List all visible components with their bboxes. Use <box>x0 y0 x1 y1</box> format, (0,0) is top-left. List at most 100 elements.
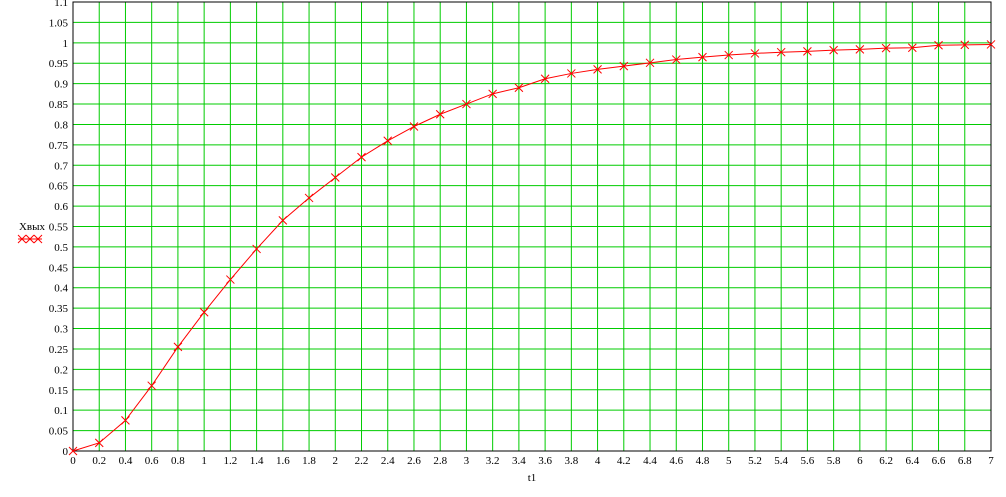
data-point-marker <box>514 83 524 93</box>
x-tick-label: 5.2 <box>748 455 762 467</box>
data-point-marker <box>698 52 707 62</box>
y-tick-label: 0.65 <box>49 181 69 193</box>
y-tick-label: 0 <box>63 446 69 458</box>
data-point-marker <box>645 58 655 68</box>
y-tick-label: 0.05 <box>49 426 69 438</box>
x-tick-label: 0.6 <box>145 455 159 467</box>
x-tick-label: 3.8 <box>564 455 578 467</box>
x-tick-label: 2.2 <box>355 455 369 467</box>
y-tick-label: 1.05 <box>49 17 69 29</box>
y-tick-label: 0.45 <box>49 262 69 274</box>
data-point-marker <box>199 307 209 317</box>
y-tick-label: 0.35 <box>49 303 69 315</box>
series-layer <box>68 40 996 456</box>
y-tick-label: 0.1 <box>54 405 68 417</box>
x-tick-label: 3.6 <box>538 455 552 467</box>
x-tick-label: 7 <box>988 455 994 467</box>
x-tick-label: 2.6 <box>407 455 421 467</box>
x-tick-label: 4.2 <box>617 455 631 467</box>
data-point-marker <box>776 47 786 57</box>
x-tick-label: 6.8 <box>958 455 972 467</box>
data-point-marker <box>173 342 183 352</box>
x-tick-label: 5.4 <box>774 455 788 467</box>
y-tick-label: 0.4 <box>54 283 68 295</box>
x-tick-label: 5 <box>726 455 732 467</box>
data-point-marker <box>409 122 419 131</box>
data-point-marker <box>934 40 943 50</box>
data-point-marker <box>121 416 130 425</box>
y-tick-label: 0.8 <box>54 119 68 131</box>
x-tick-label: 1.6 <box>276 455 290 467</box>
y-tick-label: 0.75 <box>49 140 69 152</box>
plot-frame <box>72 1 992 452</box>
y-tick-label: 0.7 <box>54 160 68 172</box>
data-point-marker <box>724 50 734 60</box>
x-tick-label: 6.4 <box>905 455 919 467</box>
data-point-marker <box>226 275 235 284</box>
y-tick-label: 0.2 <box>54 364 68 376</box>
data-point-marker <box>671 55 681 64</box>
x-tick-label: 4 <box>595 455 601 467</box>
y-tick-label: 0.25 <box>49 344 69 356</box>
x-tick-label: 1.2 <box>223 455 237 467</box>
data-point-marker <box>462 99 471 109</box>
x-tick-label: 1 <box>201 455 207 467</box>
data-point-marker <box>330 173 340 182</box>
legend-marker <box>17 234 43 244</box>
y-tick-label: 0.6 <box>54 201 68 213</box>
data-point-marker <box>986 40 996 49</box>
y-tick-label: 0.95 <box>49 58 69 70</box>
data-point-marker <box>304 193 314 203</box>
x-tick-label: 3.4 <box>512 455 526 467</box>
data-point-marker <box>960 40 970 50</box>
x-tick-label: 1.4 <box>250 455 264 467</box>
data-point-marker <box>803 47 812 56</box>
x-tick-label: 3.2 <box>486 455 500 467</box>
data-point-marker <box>881 43 891 53</box>
x-tick-label: 2.4 <box>381 455 395 467</box>
y-tick-label: 0.55 <box>49 222 69 234</box>
y-tick-label: 0.9 <box>54 79 68 91</box>
data-point-marker <box>147 381 157 391</box>
x-tick-label: 6.2 <box>879 455 893 467</box>
x-tick-label: 4.6 <box>669 455 683 467</box>
x-tick-label: 3 <box>464 455 470 467</box>
x-tick-label: 0.8 <box>171 455 185 467</box>
x-tick-label: 2.8 <box>433 455 447 467</box>
data-point-marker <box>907 43 917 53</box>
y-tick-label: 1 <box>63 38 69 50</box>
y-tick-label: 0.15 <box>49 385 69 397</box>
x-tick-label: 6.6 <box>932 455 946 467</box>
data-point-marker <box>593 64 602 74</box>
y-axis-ticks: 0 0.05 0.1 0.15 0.2 0.25 0.3 0.35 0.4 0.45 0.5 0.55… <box>49 0 69 458</box>
data-point-marker <box>750 49 760 58</box>
x-tick-label: 5.8 <box>827 455 841 467</box>
x-tick-label: 0 <box>70 455 76 467</box>
data-point-marker <box>566 69 576 78</box>
y-axis-label: Xвых <box>19 221 46 233</box>
data-point-marker <box>278 216 288 225</box>
y-tick-label: 1.1 <box>54 0 68 9</box>
x-tick-label: 5.6 <box>801 455 815 467</box>
series-line <box>72 43 992 452</box>
data-point-marker <box>619 61 629 71</box>
y-tick-label: 0.5 <box>54 242 68 254</box>
y-tick-label: 0.85 <box>49 99 69 111</box>
x-axis-ticks: 0 0.2 0.4 0.6 0.8 1 1.2 1.4 1.6 1.8 2 2.2 2.4 2.6 2.8 3… <box>70 455 994 467</box>
data-point-marker <box>383 136 393 146</box>
x-tick-label: 1.8 <box>302 455 316 467</box>
data-point-marker <box>94 438 104 448</box>
x-tick-label: 2 <box>333 455 339 467</box>
x-tick-label: 0.4 <box>119 455 133 467</box>
data-point-marker <box>435 109 445 119</box>
data-point-marker <box>540 74 550 84</box>
x-tick-label: 0.2 <box>92 455 106 467</box>
data-point-marker <box>68 446 78 456</box>
data-point-marker <box>855 44 865 54</box>
data-point-marker <box>829 45 838 55</box>
y-tick-label: 0.3 <box>54 324 68 336</box>
data-point-marker <box>252 244 261 254</box>
data-point-marker <box>488 89 498 99</box>
chart-grid <box>72 1 992 452</box>
